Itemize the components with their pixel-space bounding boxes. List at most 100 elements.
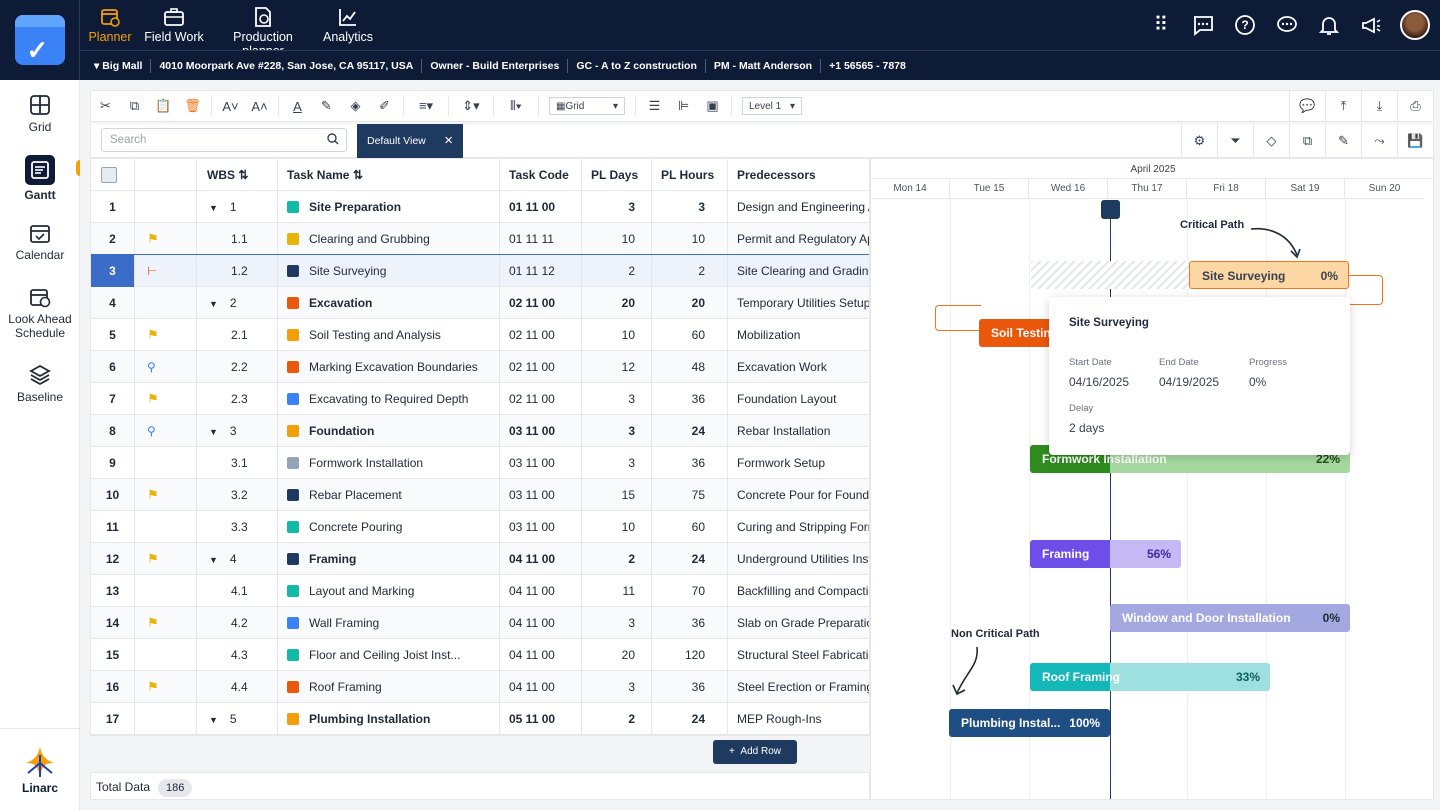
table-row[interactable]: 9 3.1 Formwork Installation 03 11 00 3 36 Form… bbox=[91, 447, 869, 479]
col-header-pl-days[interactable]: PL Days bbox=[582, 159, 652, 191]
color-swatch[interactable] bbox=[287, 265, 299, 277]
table-row[interactable]: 5 ⚑ 2.1 Soil Testing and Analysis 02 11 00 10… bbox=[91, 319, 869, 351]
color-swatch[interactable] bbox=[287, 297, 299, 309]
table-row[interactable]: 8 ⚲ ▼ 3 Foundation 03 11 00 3 24 Rebar Installat… bbox=[91, 415, 869, 447]
comment-icon[interactable]: 💬 bbox=[1289, 91, 1325, 121]
gantt-task-icon[interactable]: ⊢ bbox=[147, 264, 158, 278]
nav-tab-planner[interactable]: Planner bbox=[88, 0, 132, 48]
gantt-bar-roof-framing[interactable]: Roof Framing 33% bbox=[1030, 663, 1270, 691]
table-row[interactable]: 11 3.3 Concrete Pouring 03 11 00 10 60 Curing … bbox=[91, 511, 869, 543]
color-swatch[interactable] bbox=[287, 393, 299, 405]
nav-tab-production-planner[interactable]: Production planner bbox=[212, 0, 314, 58]
flag-icon[interactable]: ⚑ bbox=[147, 231, 159, 246]
table-row[interactable]: 15 4.3 Floor and Ceiling Joist Inst... 04 1… bbox=[91, 639, 869, 671]
color-swatch[interactable] bbox=[287, 553, 299, 565]
color-swatch[interactable] bbox=[287, 681, 299, 693]
column-dropdown-icon[interactable]: ⫴▾ bbox=[510, 98, 522, 113]
table-row[interactable]: 14 ⚑ 4.2 Wall Framing 04 11 00 3 36 Slab on Gra… bbox=[91, 607, 869, 639]
table-row[interactable]: 2 ⚑ 1.1 Clearing and Grubbing 01 11 11 10 10 Pe… bbox=[91, 223, 869, 255]
add-row-button[interactable]: + Add Row bbox=[713, 740, 797, 764]
color-swatch[interactable] bbox=[287, 521, 299, 533]
gantt-bar-plumbing[interactable]: Plumbing Instal... 100% bbox=[949, 709, 1110, 737]
edit-icon[interactable]: ✎ bbox=[1325, 124, 1361, 158]
table-row[interactable]: 13 4.1 Layout and Marking 04 11 00 11 70 Backf… bbox=[91, 575, 869, 607]
table-row[interactable]: 16 ⚑ 4.4 Roof Framing 04 11 00 3 36 Steel Erect… bbox=[91, 671, 869, 703]
nav-tab-field-work[interactable]: Field Work bbox=[144, 0, 204, 48]
share-icon[interactable]: ⤳ bbox=[1361, 124, 1397, 158]
table-row[interactable]: 10 ⚑ 3.2 Rebar Placement 03 11 00 15 75 Concret… bbox=[91, 479, 869, 511]
search-icon[interactable] bbox=[327, 133, 339, 145]
table-row[interactable]: 1 ▼ 1 Site Preparation 01 11 00 3 3 Design and … bbox=[91, 191, 869, 223]
table-row[interactable]: 17 ▼ 5 Plumbing Installation 05 11 00 2 24 MEP … bbox=[91, 703, 869, 735]
chat-icon[interactable] bbox=[1189, 10, 1217, 40]
gantt-bar-framing[interactable]: Framing 56% bbox=[1030, 540, 1181, 568]
sort-icon[interactable]: ⇅ bbox=[352, 168, 363, 182]
layers-icon[interactable]: ◇ bbox=[1253, 124, 1289, 158]
project-selector[interactable]: ▾ Big Mall bbox=[80, 58, 152, 73]
table-row[interactable]: 12 ⚑ ▼ 4 Framing 04 11 00 2 24 Underground Utili… bbox=[91, 543, 869, 575]
col-header-task-code[interactable]: Task Code bbox=[500, 159, 582, 191]
color-swatch[interactable] bbox=[287, 489, 299, 501]
col-header-predecessors[interactable]: Predecessors bbox=[737, 168, 816, 182]
col-header-task-name[interactable]: Task Name ⇅ bbox=[278, 159, 500, 191]
sidebar-item-grid[interactable]: Grid bbox=[0, 94, 80, 134]
filter-icon[interactable]: ⏷ bbox=[1217, 124, 1253, 158]
today-handle[interactable] bbox=[1101, 200, 1120, 219]
collapse-caret-icon[interactable]: ▼ bbox=[209, 555, 218, 565]
delete-icon[interactable]: 🗑 bbox=[184, 98, 201, 113]
gantt-bars-icon[interactable]: ⊫ bbox=[677, 98, 690, 113]
fill-color-icon[interactable]: ◈ bbox=[350, 98, 361, 113]
color-swatch[interactable] bbox=[287, 617, 299, 629]
color-swatch[interactable] bbox=[287, 361, 299, 373]
border-color-icon[interactable]: ✐ bbox=[379, 98, 390, 113]
color-swatch[interactable] bbox=[287, 713, 299, 725]
collapse-caret-icon[interactable]: ▼ bbox=[209, 427, 218, 437]
increase-font-icon[interactable]: A˄ bbox=[251, 98, 268, 114]
default-view-chip[interactable]: Default View × bbox=[357, 124, 463, 158]
color-swatch[interactable] bbox=[287, 233, 299, 245]
print-icon[interactable]: ⎙ bbox=[1397, 91, 1433, 121]
signpost-icon[interactable]: ⚲ bbox=[147, 360, 156, 374]
flag-icon[interactable]: ⚑ bbox=[147, 391, 159, 406]
megaphone-icon[interactable] bbox=[1357, 10, 1385, 40]
copy-icon[interactable]: ⧉ bbox=[129, 98, 140, 113]
user-avatar[interactable] bbox=[1400, 10, 1430, 40]
app-logo[interactable]: ✓ bbox=[0, 0, 80, 80]
color-swatch[interactable] bbox=[287, 585, 299, 597]
table-row[interactable]: 6 ⚲ 2.2 Marking Excavation Boundaries 02 11 … bbox=[91, 351, 869, 383]
color-swatch[interactable] bbox=[287, 329, 299, 341]
gantt-bar-soil-testing[interactable]: Soil Testing bbox=[979, 319, 1059, 347]
signpost-icon[interactable]: ⚲ bbox=[147, 424, 156, 438]
clipboard-icon[interactable]: 📋 bbox=[155, 98, 172, 113]
col-header-pl-hours[interactable]: PL Hours bbox=[652, 159, 728, 191]
search-input[interactable]: Search bbox=[101, 128, 347, 152]
collapse-caret-icon[interactable]: ▼ bbox=[209, 203, 218, 213]
sort-icon[interactable]: ⇅ bbox=[238, 168, 249, 182]
save-icon[interactable]: 💾 bbox=[1397, 124, 1433, 158]
sidebar-item-gantt[interactable]: Gantt bbox=[0, 154, 80, 202]
duplicate-icon[interactable]: ⧉ bbox=[1289, 124, 1325, 158]
list-icon[interactable]: ☰ bbox=[648, 98, 661, 113]
help-icon[interactable]: ? bbox=[1231, 10, 1259, 40]
select-all-checkbox[interactable] bbox=[101, 167, 117, 183]
color-swatch[interactable] bbox=[287, 457, 299, 469]
view-select[interactable]: ▦ Grid ▾ bbox=[549, 97, 625, 115]
flag-icon[interactable]: ⚑ bbox=[147, 551, 159, 566]
nav-tab-analytics[interactable]: Analytics bbox=[322, 0, 374, 48]
table-row[interactable]: 4 ▼ 2 Excavation 02 11 00 20 20 Temporary Utili… bbox=[91, 287, 869, 319]
download-icon[interactable]: ⤓ bbox=[1361, 91, 1397, 121]
sidebar-item-calendar[interactable]: Calendar bbox=[0, 222, 80, 262]
message-bubble-icon[interactable] bbox=[1273, 10, 1301, 40]
collapse-caret-icon[interactable]: ▼ bbox=[209, 715, 218, 725]
decrease-font-icon[interactable]: A˅ bbox=[222, 98, 239, 114]
color-swatch[interactable] bbox=[287, 201, 299, 213]
align-dropdown-icon[interactable]: ≡▾ bbox=[418, 98, 434, 113]
highlighter-icon[interactable]: ✎ bbox=[321, 98, 332, 113]
flag-icon[interactable]: ⚑ bbox=[147, 487, 159, 502]
bell-icon[interactable] bbox=[1315, 10, 1343, 40]
color-swatch[interactable] bbox=[287, 649, 299, 661]
scissors-icon[interactable]: ✂ bbox=[100, 98, 111, 113]
sidebar-item-baseline[interactable]: Baseline bbox=[0, 364, 80, 404]
close-icon[interactable]: × bbox=[444, 132, 453, 149]
table-row[interactable]: 7 ⚑ 2.3 Excavating to Required Depth 02 11 0… bbox=[91, 383, 869, 415]
